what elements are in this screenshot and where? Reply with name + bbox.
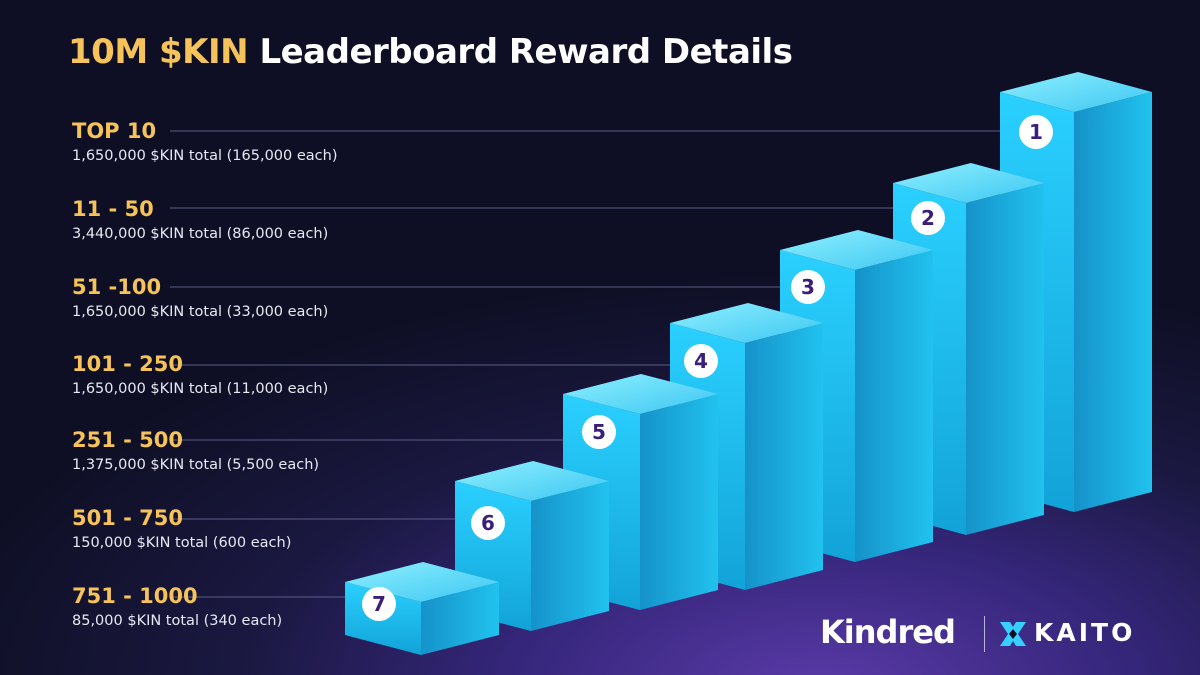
block-side-face — [531, 481, 609, 631]
tier-range: 101 - 250 — [72, 352, 184, 376]
tier-501-750: 501 - 750 150,000 $KIN total (600 each) — [72, 505, 532, 553]
rank-badge — [791, 270, 825, 304]
tier-reward: 3,440,000 $KIN total (86,000 each) — [72, 226, 329, 242]
block-top-face — [1000, 72, 1152, 112]
block-side-face — [421, 582, 499, 655]
tier-751-1000: 751 - 1000 85,000 $KIN total (340 each) — [72, 583, 532, 631]
block-side-face — [745, 323, 823, 590]
rank-number: 3 — [801, 275, 815, 299]
tier-range: 751 - 1000 — [72, 584, 198, 608]
kaito-x-icon — [1000, 622, 1026, 646]
block-side-face — [966, 183, 1044, 535]
podium-block: 7 — [345, 562, 499, 655]
logo-divider — [984, 616, 985, 652]
rank-badge — [582, 415, 616, 449]
tier-251-500: 251 - 500 1,375,000 $KIN total (5,500 ea… — [72, 427, 532, 475]
block-top-face — [780, 230, 933, 270]
tier-51-100: 51 -100 1,650,000 $KIN total (33,000 eac… — [72, 274, 532, 322]
block-top-face — [455, 461, 609, 501]
tier-range: 251 - 500 — [72, 428, 184, 452]
title-rest: Leaderboard Reward Details — [259, 32, 793, 72]
tier-range: 11 - 50 — [72, 197, 154, 221]
rank-badge — [911, 201, 945, 235]
tier-top-10: TOP 10 1,650,000 $KIN total (165,000 eac… — [72, 118, 532, 166]
tier-101-250: 101 - 250 1,650,000 $KIN total (11,000 e… — [72, 351, 532, 399]
tier-reward: 1,375,000 $KIN total (5,500 each) — [72, 457, 320, 473]
rank-badge — [684, 344, 718, 378]
tier-reward: 1,650,000 $KIN total (33,000 each) — [72, 304, 329, 320]
tier-reward: 150,000 $KIN total (600 each) — [72, 535, 292, 551]
tier-11-50: 11 - 50 3,440,000 $KIN total (86,000 eac… — [72, 196, 532, 244]
partner-logos: Kindred KAITO — [820, 612, 1180, 656]
block-top-face — [670, 303, 823, 343]
tier-range: 51 -100 — [72, 275, 162, 299]
block-side-face — [640, 394, 718, 610]
rank-number: 5 — [592, 420, 606, 444]
rank-number: 7 — [372, 592, 386, 616]
rank-number: 2 — [921, 206, 935, 230]
block-top-face — [893, 163, 1044, 203]
kindred-logo: Kindred — [820, 613, 956, 651]
rank-number: 1 — [1029, 120, 1043, 144]
rank-number: 6 — [481, 511, 495, 535]
block-top-face — [563, 374, 718, 414]
kaito-logo: KAITO — [1034, 618, 1136, 647]
tier-range: TOP 10 — [72, 119, 157, 143]
block-side-face — [1074, 92, 1152, 512]
tier-reward: 1,650,000 $KIN total (165,000 each) — [72, 148, 338, 164]
tier-reward: 85,000 $KIN total (340 each) — [72, 613, 283, 629]
rank-badge — [362, 587, 396, 621]
rank-badge — [1019, 115, 1053, 149]
tier-range: 501 - 750 — [72, 506, 184, 530]
page-title: 10M $KIN Leaderboard Reward Details — [68, 32, 793, 72]
rank-badge — [471, 506, 505, 540]
tier-reward: 1,650,000 $KIN total (11,000 each) — [72, 381, 329, 397]
rank-number: 4 — [694, 349, 708, 373]
title-accent: 10M $KIN — [68, 32, 249, 72]
block-side-face — [855, 250, 933, 562]
